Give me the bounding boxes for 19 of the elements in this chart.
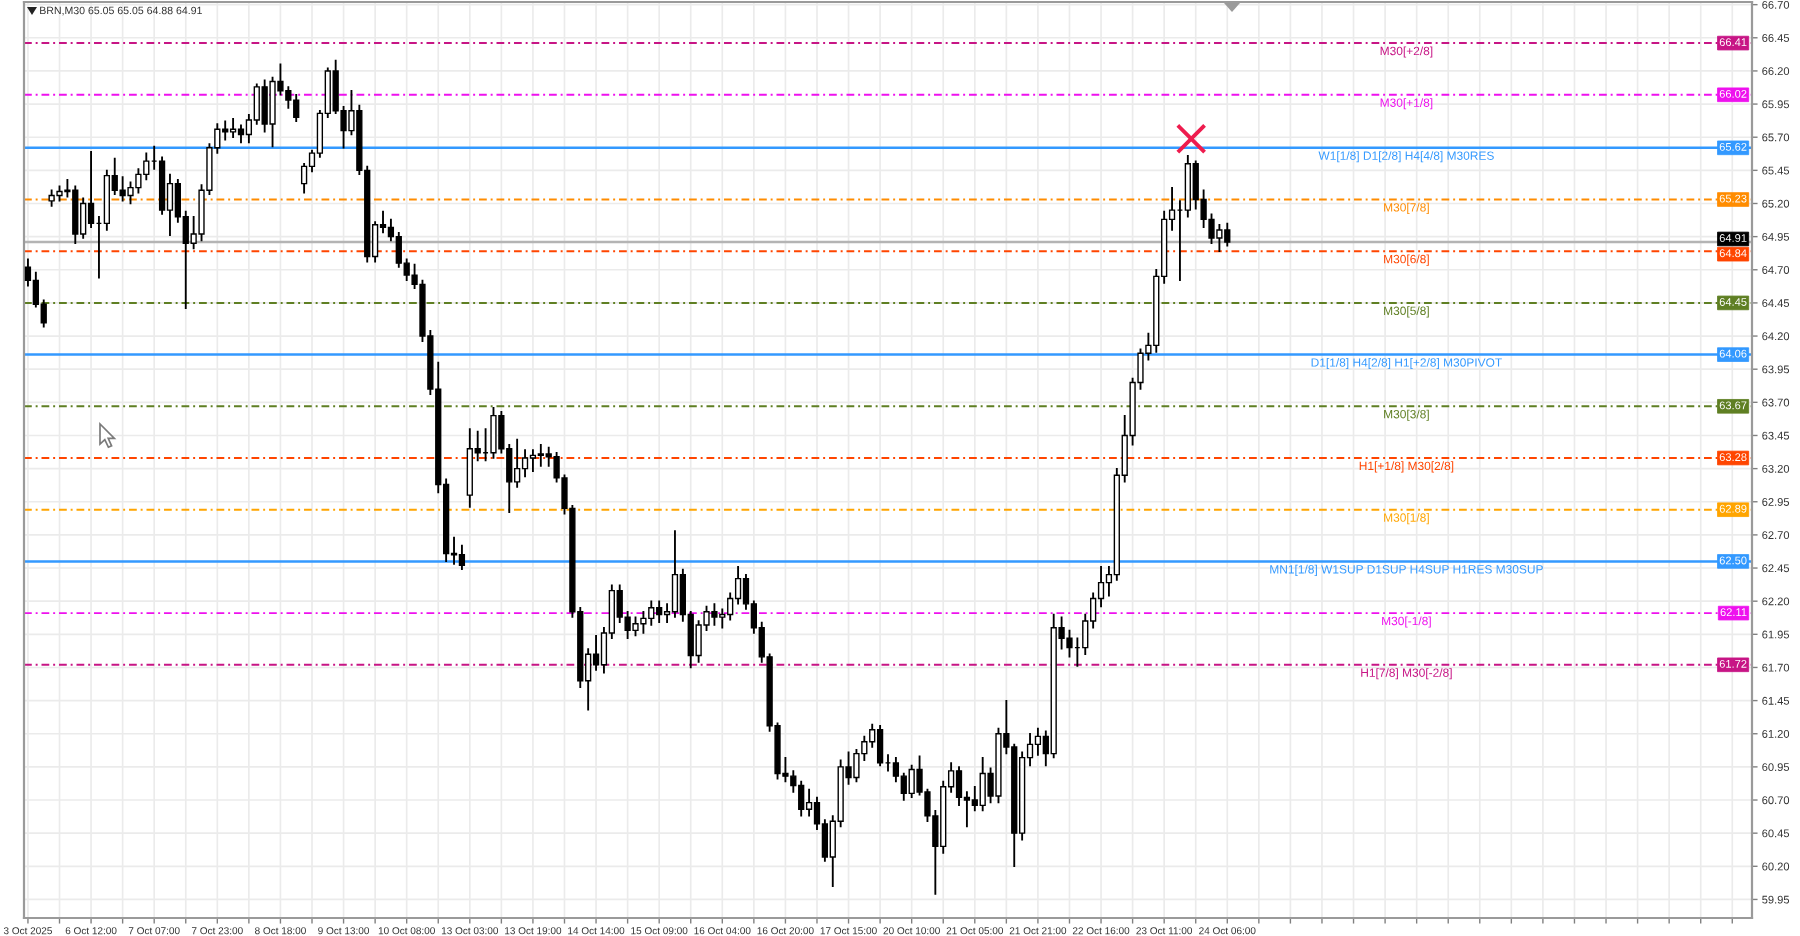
candlestick xyxy=(671,530,679,618)
candlestick xyxy=(908,764,915,799)
candlestick xyxy=(458,544,466,571)
candlestick xyxy=(979,756,986,812)
candlestick xyxy=(293,94,300,123)
candlestick xyxy=(1224,222,1231,247)
candlestick xyxy=(711,603,718,626)
candlestick xyxy=(72,185,79,244)
candlestick xyxy=(48,189,55,207)
candlestick xyxy=(229,117,237,138)
candlestick xyxy=(466,428,473,508)
candlestick xyxy=(1050,613,1057,759)
candlestick xyxy=(656,600,663,624)
candlestick xyxy=(648,600,655,626)
candlestick xyxy=(876,725,884,767)
candlestick xyxy=(490,406,497,459)
candlestick xyxy=(632,616,639,637)
candlestick xyxy=(529,449,537,472)
candlestick xyxy=(537,444,544,467)
